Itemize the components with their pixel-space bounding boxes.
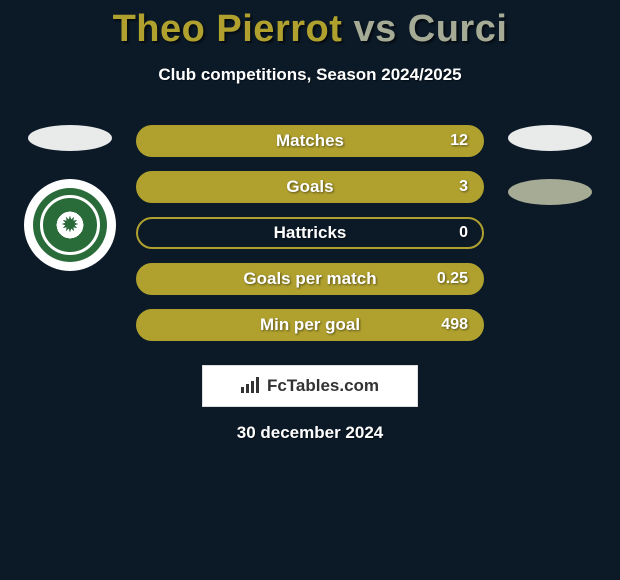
badge-inner: ✹ <box>33 188 107 262</box>
stat-value: 12 <box>450 132 468 150</box>
badge-ring: ✹ <box>40 195 100 255</box>
left-ellipse-icon <box>28 125 112 151</box>
stat-label: Hattricks <box>274 223 347 243</box>
stat-bar-goals-per-match: Goals per match 0.25 <box>136 263 484 295</box>
title-player-right: Curci <box>408 8 508 50</box>
content-area: ✹ Matches 12 Goals 3 Hattricks 0 Goals p… <box>0 125 620 341</box>
right-ellipse-top-icon <box>508 125 592 151</box>
right-side-column <box>500 125 600 233</box>
title-vs: vs <box>342 8 407 50</box>
stat-label: Matches <box>276 131 344 151</box>
brand-box[interactable]: FcTables.com <box>202 365 418 407</box>
badge-star-icon: ✹ <box>61 214 79 236</box>
brand-chart-icon <box>241 377 261 396</box>
page-title: Theo Pierrot vs Curci <box>0 8 620 51</box>
stat-bar-min-per-goal: Min per goal 498 <box>136 309 484 341</box>
team-badge-icon: ✹ <box>24 179 116 271</box>
stats-bars-column: Matches 12 Goals 3 Hattricks 0 Goals per… <box>120 125 500 341</box>
stat-value: 0 <box>459 224 468 242</box>
brand-text: FcTables.com <box>267 376 379 396</box>
stat-value: 498 <box>441 316 468 334</box>
stat-bar-hattricks: Hattricks 0 <box>136 217 484 249</box>
stat-label: Goals per match <box>243 269 376 289</box>
stat-value: 0.25 <box>437 270 468 288</box>
footer-date: 30 december 2024 <box>0 423 620 443</box>
stat-bar-matches: Matches 12 <box>136 125 484 157</box>
root-container: Theo Pierrot vs Curci Club competitions,… <box>0 0 620 443</box>
stat-value: 3 <box>459 178 468 196</box>
left-side-column: ✹ <box>20 125 120 271</box>
stat-label: Min per goal <box>260 315 360 335</box>
title-player-left: Theo Pierrot <box>113 8 343 50</box>
subtitle: Club competitions, Season 2024/2025 <box>0 65 620 85</box>
stat-bar-goals: Goals 3 <box>136 171 484 203</box>
stat-label: Goals <box>286 177 333 197</box>
right-ellipse-bottom-icon <box>508 179 592 205</box>
